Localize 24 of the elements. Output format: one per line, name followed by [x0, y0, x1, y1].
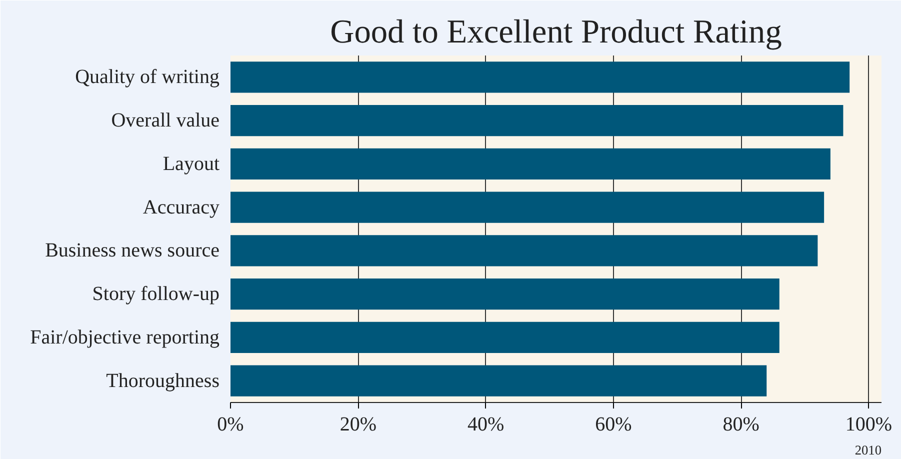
- x-tick-label: 60%: [595, 414, 632, 436]
- x-tick-label: 20%: [340, 414, 376, 436]
- bar: [230, 104, 844, 136]
- y-tick-label: Story follow-up: [92, 283, 220, 306]
- bar: [230, 62, 850, 93]
- text: 2010: [854, 442, 882, 458]
- bar: [230, 192, 824, 223]
- bar: [230, 148, 830, 180]
- x-tick-label: 40%: [467, 414, 504, 436]
- y-tick-label: Accuracy: [142, 196, 220, 218]
- x-tick-label: 100%: [845, 414, 892, 436]
- y-tick-label: Thoroughness: [106, 370, 220, 392]
- x-tick-label: 80%: [722, 414, 760, 436]
- y-tick-label: Overall value: [111, 110, 220, 132]
- bar: [230, 235, 818, 266]
- chart-title: Good to Excellent Product Rating: [330, 14, 782, 50]
- bar: [230, 278, 780, 310]
- y-tick-label: Business news source: [45, 240, 220, 262]
- bar: [230, 365, 767, 396]
- y-tick-label: Quality of writing: [75, 66, 220, 88]
- x-tick-label: 0%: [217, 414, 244, 436]
- y-tick-label: Fair/objective reporting: [30, 326, 220, 348]
- bar: [230, 322, 780, 354]
- y-tick-label: Layout: [162, 152, 220, 175]
